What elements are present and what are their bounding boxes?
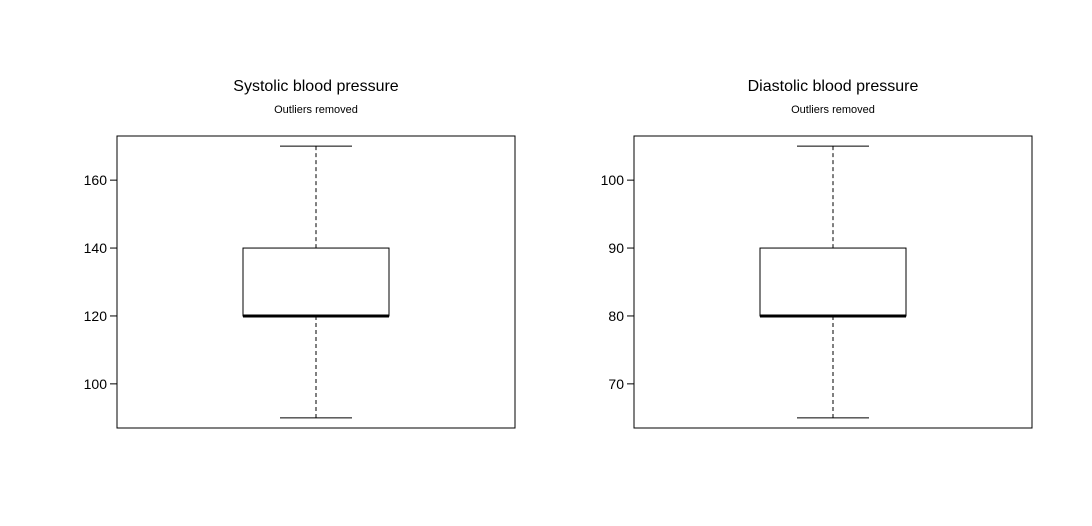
iqr-box — [242, 247, 390, 317]
y-tick-label: 100 — [84, 376, 108, 392]
y-tick-label: 140 — [84, 240, 108, 256]
plot-frame — [633, 135, 1033, 429]
y-tick-label: 90 — [608, 240, 624, 256]
chart-subtitle: Outliers removed — [791, 104, 875, 116]
chart-subtitle: Outliers removed — [274, 104, 358, 116]
plot-frame — [116, 135, 516, 429]
systolic-panel: Systolic blood pressure Outliers removed… — [84, 78, 516, 429]
y-tick-label: 160 — [84, 172, 108, 188]
y-axis: 100 120 140 160 — [84, 172, 117, 392]
y-tick-label: 70 — [608, 376, 624, 392]
boxplot — [759, 145, 907, 419]
y-tick-label: 100 — [601, 172, 625, 188]
boxplot — [242, 145, 390, 419]
iqr-box — [759, 247, 907, 317]
y-axis: 70 80 90 100 — [601, 172, 634, 392]
chart-title: Systolic blood pressure — [233, 78, 399, 95]
chart-title: Diastolic blood pressure — [748, 78, 919, 95]
y-tick-label: 120 — [84, 308, 108, 324]
y-tick-label: 80 — [608, 308, 624, 324]
diastolic-panel: Diastolic blood pressure Outliers remove… — [601, 78, 1033, 429]
